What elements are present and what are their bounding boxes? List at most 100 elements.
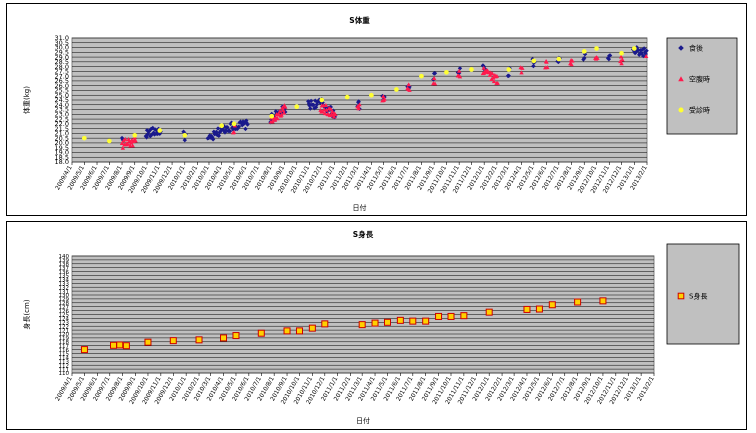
y-tick-label: 132 [59,285,70,291]
data-point [245,122,250,127]
y-tick-label: 18.5 [55,153,69,161]
y-tick-label: 110 [59,371,70,377]
data-point [358,321,366,329]
data-point [283,104,288,109]
data-point [409,317,417,325]
y-tick-label: 119 [59,336,70,342]
data-point [631,46,637,51]
y-grid [72,255,654,374]
data-point [281,110,287,115]
height-chart-panel: S身長 110 111 112 113 114 115 116 117 118 119 120 121 1… [6,221,747,430]
y-tick-label: 124 [59,317,70,323]
data-point [273,109,279,114]
y-tick-label: 117 [59,344,70,350]
y-tick-label: 116 [59,348,70,354]
data-point [419,73,424,79]
y-tick-label: 19.0 [55,149,69,157]
data-point [535,305,543,313]
data-point [144,338,152,346]
data-point [544,59,549,64]
data-point [633,50,639,55]
data-point [618,54,624,59]
y-tick-label: 134 [59,278,70,284]
data-point [295,327,303,335]
data-point [396,316,404,324]
data-point [495,80,500,85]
data-point [235,126,240,132]
y-tick-label: 130 [59,293,70,299]
data-point [520,65,525,70]
data-point [485,308,493,316]
y-tick-label: 138 [59,262,70,268]
data-point [545,65,550,70]
data-point [219,123,225,129]
data-point [225,125,230,130]
data-point [182,132,188,138]
y-tick-label: 21.0 [55,130,69,138]
chart-title: S体重 [349,15,370,25]
data-point [239,120,244,126]
data-point [407,87,412,92]
data-point [620,57,625,62]
y-tick-label: 22.5 [55,115,69,123]
data-point [457,74,463,79]
y-tick-label: 111 [59,367,70,373]
data-point [640,47,645,52]
data-point [257,329,265,337]
data-point [636,47,641,53]
data-point [123,136,128,141]
data-point [308,106,313,111]
legend-label: 受診時 [689,105,710,114]
y-tick-label: 122 [59,324,70,330]
data-point [523,305,531,313]
data-point [619,61,624,66]
legend-marker [677,292,685,300]
data-point [356,106,361,111]
y-tick-label: 24.5 [55,96,69,104]
y-tick-label: 26.0 [55,82,69,90]
data-point [435,312,443,320]
data-point [556,56,562,62]
data-point [333,112,338,117]
data-point [356,99,361,104]
data-point [110,341,118,349]
data-point [432,71,438,76]
data-point [447,312,455,320]
data-point [570,58,575,63]
data-point [582,55,587,61]
y-tick-label: 137 [59,266,70,272]
data-point [574,298,582,306]
data-point [531,63,536,69]
data-point [144,135,149,140]
marker [677,292,685,300]
data-point [606,56,612,62]
data-point [320,109,325,114]
data-point [230,125,235,130]
y-tick-label: 28.0 [55,63,69,71]
y-tick-label: 135 [59,274,70,280]
data-point [294,104,300,110]
data-point [195,336,203,344]
data-point [581,49,587,54]
data-point [272,117,278,122]
y-tick-label: 31.0 [55,34,69,42]
data-point [270,119,275,124]
y-tick-label: 26.5 [55,77,69,85]
data-point [231,130,237,135]
data-point [277,108,283,113]
data-point [81,135,87,141]
data-point [232,332,240,340]
y-tick-label: 139 [59,258,70,264]
legend-marker [678,45,684,51]
data-point [569,62,574,67]
y-tick-label: 23.5 [55,106,69,114]
data-point [244,120,249,126]
data-point [240,122,245,128]
data-point [324,107,329,112]
data-point [344,94,350,100]
y-tick-label: 22.0 [55,120,69,128]
data-point [106,138,112,144]
y-tick-label: 115 [59,352,70,358]
data-point [119,135,125,141]
data-point [128,140,134,145]
